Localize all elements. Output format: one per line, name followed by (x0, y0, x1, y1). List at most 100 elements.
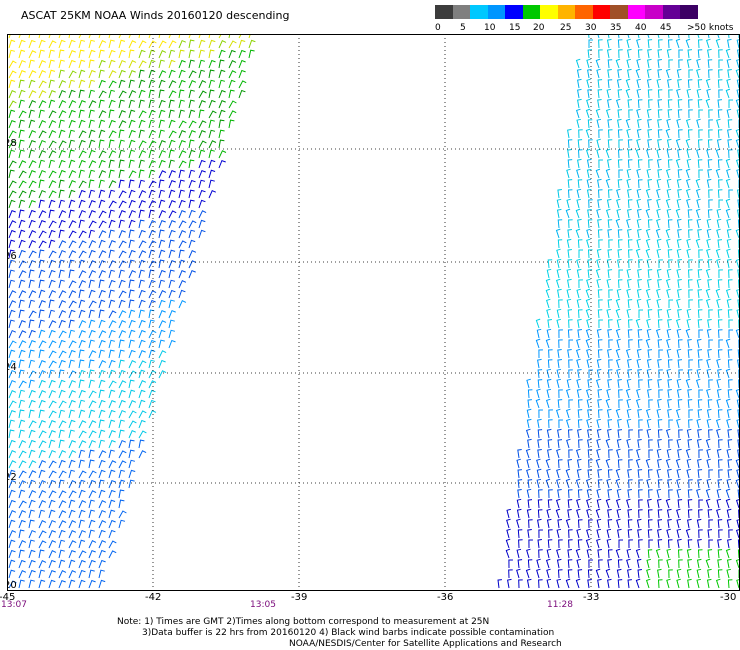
wind-barb (708, 539, 713, 549)
wind-barb (208, 140, 217, 149)
wind-barb (8, 140, 17, 149)
wind-barb (218, 139, 225, 149)
wind-barb (577, 309, 583, 319)
wind-barb (88, 329, 96, 339)
wind-barb (707, 549, 713, 559)
wind-barb (727, 439, 733, 449)
wind-barb (138, 319, 146, 329)
wind-barb (556, 198, 562, 209)
wind-barb (108, 34, 111, 39)
wind-barb (517, 479, 523, 489)
wind-barb (138, 199, 146, 209)
wind-barb (576, 338, 581, 349)
wind-barb (48, 89, 56, 99)
wind-barb (717, 159, 723, 169)
wind-barb (685, 378, 691, 389)
wind-barb (78, 159, 86, 169)
wind-barb (168, 249, 176, 259)
wind-barb (128, 309, 136, 319)
wind-barb (98, 34, 101, 39)
wind-barb (668, 439, 673, 449)
wind-barb (68, 399, 76, 409)
wind-barb (88, 240, 97, 249)
wind-barb (138, 439, 145, 449)
wind-barb (666, 138, 672, 149)
wind-barb (178, 120, 187, 129)
wind-barb (718, 179, 723, 189)
wind-barb (238, 59, 246, 69)
wind-barb (28, 389, 36, 399)
wind-barb (128, 469, 136, 479)
wind-barb (8, 510, 17, 519)
wind-barb (98, 289, 106, 299)
wind-barb (666, 508, 672, 519)
wind-barb (118, 349, 125, 359)
wind-barb (38, 60, 47, 69)
wind-barb (28, 569, 36, 579)
wind-barb (586, 318, 591, 329)
wind-barb (98, 210, 107, 219)
wind-barb (58, 229, 65, 239)
wind-barb (148, 359, 156, 369)
wind-barb (88, 409, 96, 419)
wind-barb (128, 270, 137, 279)
wind-barb (78, 349, 85, 359)
wind-barb (696, 278, 702, 289)
wind-barb (38, 230, 47, 239)
wind-barb (667, 319, 672, 329)
wind-barb (737, 299, 740, 309)
wind-barb (628, 259, 633, 269)
wind-barb (688, 99, 693, 109)
wind-barb (715, 148, 721, 159)
wind-barb (148, 89, 155, 99)
wind-barb (668, 89, 673, 99)
wind-barb (48, 34, 51, 39)
wind-barb (168, 99, 175, 109)
wind-barb (657, 119, 662, 129)
wind-barb (108, 70, 117, 79)
wind-barb (88, 199, 96, 209)
wind-barb (88, 319, 96, 329)
wind-barb (567, 459, 572, 469)
wind-barb (158, 219, 166, 229)
wind-barb (506, 508, 512, 519)
wind-barb (168, 109, 175, 119)
wind-barb (108, 359, 116, 369)
wind-barb (698, 249, 703, 259)
wind-barb (78, 99, 86, 109)
wind-barb (718, 59, 723, 69)
wind-barb (48, 150, 57, 159)
wind-barb (68, 139, 76, 149)
wind-barb (717, 79, 723, 89)
wind-barb (615, 218, 621, 229)
wind-barb (565, 468, 571, 479)
wind-barb (677, 538, 682, 549)
wind-barb (665, 458, 671, 469)
wind-barb (18, 79, 25, 89)
wind-barb (638, 379, 643, 389)
wind-barb (725, 48, 731, 59)
wind-barb (617, 129, 623, 139)
wind-barb (58, 319, 66, 329)
wind-barb (677, 109, 683, 119)
wind-barb (38, 259, 45, 269)
wind-barb (706, 228, 712, 239)
wind-barb (676, 568, 682, 579)
credit-line: NOAA/NESDIS/Center for Satellite Applica… (289, 639, 562, 649)
wind-barb (568, 339, 573, 348)
wind-barb (737, 279, 740, 289)
wind-barb (128, 109, 136, 119)
wind-barb (597, 469, 602, 479)
wind-barb (98, 279, 105, 289)
wind-barb (676, 118, 681, 129)
wind-barb (667, 99, 673, 109)
wind-barb (178, 199, 186, 209)
longitude-label: -30 (720, 592, 737, 603)
wind-barb (676, 248, 682, 259)
wind-barb (616, 338, 621, 349)
wind-barb (708, 519, 713, 529)
wind-barb (68, 119, 76, 129)
wind-barb (18, 450, 27, 459)
wind-barb (708, 189, 713, 199)
wind-barb (647, 309, 653, 319)
